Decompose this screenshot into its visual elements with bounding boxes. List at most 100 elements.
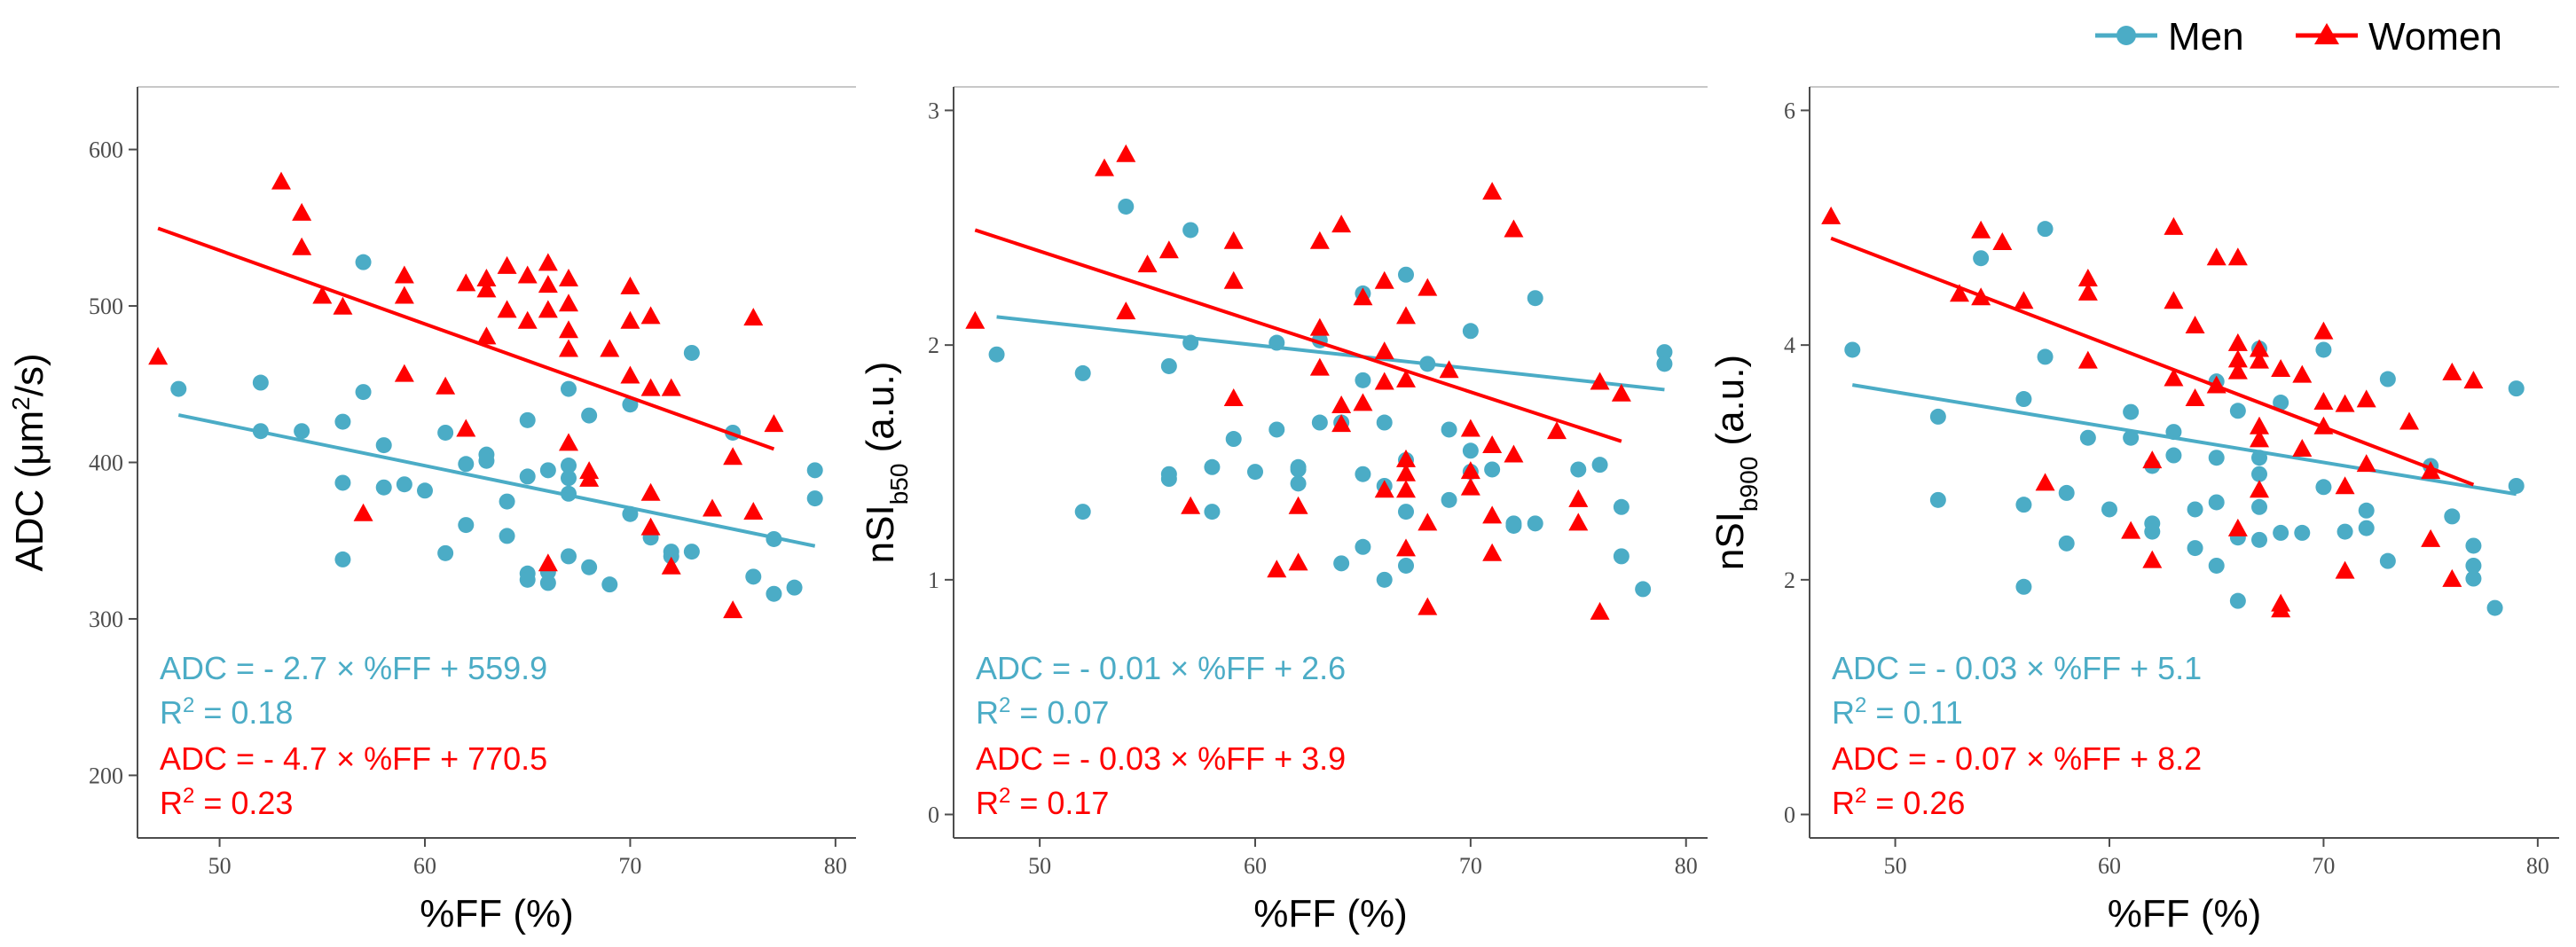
- point-men: [334, 413, 351, 430]
- point-women: [538, 300, 558, 318]
- point-men: [1929, 408, 1946, 425]
- point-women: [1439, 360, 1459, 379]
- point-women: [743, 501, 764, 520]
- point-men: [561, 458, 577, 474]
- point-women: [1396, 369, 1416, 387]
- point-women: [1309, 231, 1330, 249]
- point-women: [1821, 206, 1842, 224]
- point-women: [1267, 560, 1287, 578]
- point-women: [1611, 383, 1631, 402]
- point-men: [1376, 414, 1393, 431]
- point-men: [2273, 524, 2289, 541]
- point-men: [561, 470, 577, 487]
- x-tick-label: 50: [208, 853, 232, 879]
- point-women: [559, 339, 578, 357]
- equation-men: ADC = - 0.01 × %FF + 2.6: [976, 650, 1346, 686]
- point-men: [170, 380, 187, 397]
- equation-women: ADC = - 0.07 × %FF + 8.2: [1832, 740, 2202, 777]
- equation-women: ADC = - 0.03 × %FF + 3.9: [976, 740, 1346, 777]
- point-women: [1992, 232, 2013, 251]
- point-men: [1074, 504, 1091, 520]
- legend: Men Women: [2095, 15, 2502, 59]
- point-men: [519, 411, 536, 428]
- point-women: [1482, 182, 1503, 200]
- point-men: [2465, 537, 2482, 554]
- point-women: [2292, 364, 2313, 383]
- point-women: [1331, 215, 1352, 233]
- point-women: [2185, 315, 2205, 333]
- point-men: [1204, 504, 1221, 520]
- point-men: [355, 254, 372, 270]
- fit-line-women: [974, 228, 1622, 443]
- point-women: [2142, 550, 2163, 568]
- r2-men: R2 = 0.18: [160, 693, 293, 732]
- point-men: [2101, 501, 2117, 518]
- point-women: [1353, 393, 1373, 411]
- point-women: [394, 364, 414, 382]
- point-men: [1570, 461, 1587, 478]
- point-women: [2442, 362, 2462, 380]
- point-women: [661, 378, 681, 396]
- point-men: [2015, 578, 2032, 595]
- fit-line-men: [177, 413, 816, 548]
- point-women: [1116, 144, 1136, 162]
- point-men: [1355, 372, 1371, 388]
- point-women: [394, 265, 414, 284]
- point-women: [1223, 270, 1244, 289]
- point-women: [1396, 449, 1416, 467]
- point-women: [2227, 518, 2248, 536]
- point-men: [1398, 266, 1414, 283]
- x-tick-label: 60: [2098, 853, 2121, 879]
- point-women: [1460, 461, 1480, 480]
- point-women: [723, 447, 743, 466]
- point-women: [538, 253, 558, 271]
- series-women: [148, 171, 784, 619]
- point-men: [417, 482, 433, 499]
- x-tick-label: 60: [1244, 853, 1267, 879]
- legend-men-marker: [2117, 26, 2136, 45]
- point-women: [2313, 321, 2334, 340]
- point-men: [1204, 458, 1221, 475]
- point-women: [2227, 361, 2248, 380]
- point-men: [2208, 494, 2225, 511]
- point-men: [2465, 570, 2482, 587]
- point-women: [620, 365, 640, 384]
- point-women: [517, 310, 538, 329]
- y-tick-label: 300: [89, 607, 123, 632]
- point-women: [1158, 240, 1179, 259]
- point-men: [519, 468, 536, 485]
- point-women: [1331, 414, 1352, 433]
- point-men: [1290, 461, 1307, 478]
- point-men: [2037, 221, 2054, 238]
- point-men: [1118, 198, 1135, 215]
- point-men: [519, 571, 536, 588]
- point-women: [579, 468, 600, 487]
- point-men: [1441, 421, 1457, 438]
- point-women: [1504, 219, 1524, 238]
- point-women: [965, 310, 986, 329]
- point-men: [2465, 557, 2482, 574]
- point-women: [1504, 444, 1524, 463]
- point-men: [1527, 515, 1543, 532]
- point-women: [620, 310, 640, 329]
- point-men: [539, 575, 556, 591]
- point-men: [2508, 380, 2525, 397]
- point-women: [476, 326, 497, 345]
- r2-women: R2 = 0.26: [1832, 784, 1965, 822]
- point-women: [1309, 357, 1330, 376]
- point-women: [2185, 388, 2205, 407]
- point-men: [2294, 524, 2311, 541]
- point-men: [2015, 391, 2032, 408]
- point-men: [1355, 466, 1371, 482]
- point-women: [353, 503, 373, 521]
- point-women: [2077, 350, 2098, 369]
- point-women: [1309, 317, 1330, 336]
- fit-line-men: [996, 315, 1665, 392]
- point-men: [1074, 364, 1091, 381]
- point-women: [1353, 287, 1373, 306]
- point-men: [1656, 356, 1673, 372]
- r2-women: R2 = 0.17: [976, 784, 1109, 822]
- equation-men: ADC = - 2.7 × %FF + 559.9: [160, 650, 547, 686]
- point-men: [1225, 431, 1242, 448]
